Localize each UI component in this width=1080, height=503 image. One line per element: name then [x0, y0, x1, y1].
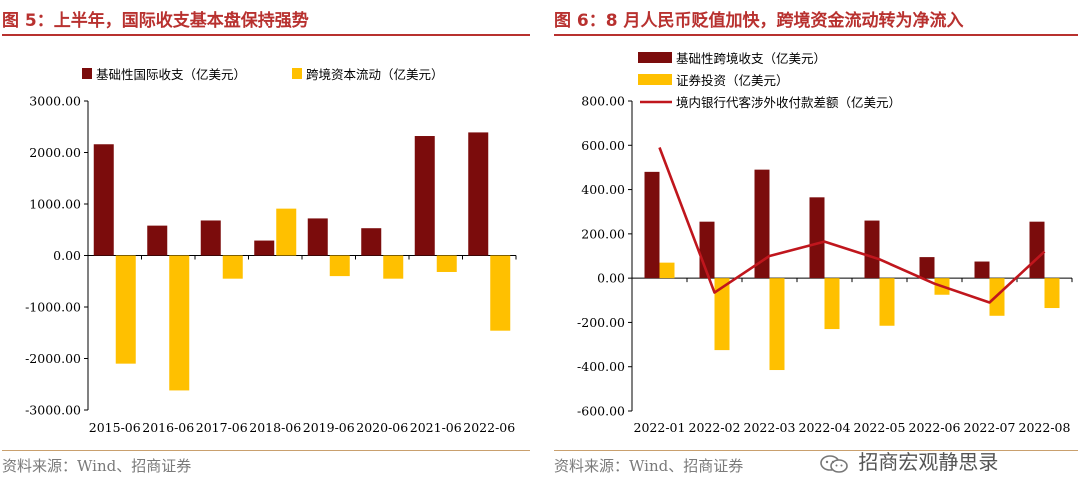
chart-2-legend-swatch	[638, 52, 672, 63]
chart-2-legend-label: 境内银行代客涉外收付款差额（亿美元）	[676, 95, 901, 110]
chart-1-bar-series-b	[490, 255, 511, 331]
chart-2-bar-series-a	[754, 169, 770, 279]
chart-2-line-series	[658, 147, 1046, 304]
chart-2-y-tick-label: -200.00	[577, 315, 625, 330]
right-source-note: 资料来源：Wind、招商证券	[554, 457, 744, 475]
chart-1-x-tick-label: 2018-06	[249, 420, 301, 435]
chart-1-bar-series-a	[200, 220, 221, 256]
left-panel: 图 5：上半年，国际收支基本盘保持强势 资料来源：Wind、招商证券	[2, 0, 530, 503]
chart-1-bar-series-b	[383, 255, 404, 279]
chart-2-bar-series-a	[1029, 221, 1045, 279]
chart-1-y-tick-label: 3000.00	[29, 94, 81, 109]
chart-1-legend-swatch	[82, 68, 92, 79]
chart-2-x-tick-label: 2022-01	[634, 420, 686, 435]
chart-1-y-tick-label: 2000.00	[29, 145, 81, 160]
chart-2-bar-series-a	[919, 257, 935, 279]
chart-1-x-tick-label: 2021-06	[410, 420, 462, 435]
chart-1-bar-series-b	[436, 255, 457, 272]
chart-1-bar-series-a	[254, 240, 275, 256]
chart-2-x-tick-label: 2022-02	[689, 420, 741, 435]
chart-2-y-tick-label: -400.00	[577, 359, 625, 374]
left-source-note: 资料来源：Wind、招商证券	[2, 457, 192, 475]
chart-1-x-tick-label: 2019-06	[303, 420, 355, 435]
chart-1-bar-series-b	[169, 255, 190, 391]
chart-2-bar-series-b	[769, 278, 785, 371]
chart-2-bar-series-b	[879, 278, 895, 326]
chart-2-legend-label: 证券投资（亿美元）	[676, 73, 789, 88]
chart-2-y-tick-label: -600.00	[577, 404, 625, 419]
chart-2-y-tick-label: 200.00	[581, 226, 625, 241]
chart-2-bar-series-a	[809, 197, 825, 279]
chart-1-bar-series-a	[414, 136, 435, 256]
chart-1-bar-series-a	[361, 228, 382, 256]
chart-1-legend-label: 跨境资本流动（亿美元）	[306, 67, 444, 82]
chart-2-y-tick-label: 800.00	[581, 94, 625, 109]
chart-1-bar-series-a	[468, 132, 489, 256]
chart-1-x-tick-label: 2017-06	[196, 420, 248, 435]
chart-2-legend-label: 基础性跨境收支（亿美元）	[676, 51, 826, 66]
chart-1-y-tick-label: 0.00	[53, 248, 81, 263]
chart-2-y-tick-label: 400.00	[581, 182, 625, 197]
chart-1-x-tick-label: 2022-06	[463, 420, 515, 435]
chart-2-bar-series-b	[714, 278, 730, 351]
chart-2-bar-series-b	[659, 262, 675, 279]
chart-1-bar-series-b	[222, 255, 243, 279]
chart-1-y-tick-label: -3000.00	[25, 403, 81, 418]
chart-1-y-tick-label: -1000.00	[25, 300, 81, 315]
right-source-rule	[554, 450, 1078, 451]
chart-2-x-tick-label: 2022-04	[799, 420, 851, 435]
chart-1-x-tick-label: 2020-06	[356, 420, 408, 435]
chart-2-x-tick-label: 2022-08	[1019, 420, 1071, 435]
chart-1-bar-series-a	[93, 144, 114, 256]
right-title-rule	[554, 34, 1078, 36]
left-title-rule	[2, 34, 530, 36]
chart-2-bar-series-b	[1044, 278, 1060, 309]
chart-1-bar-series-a	[307, 218, 328, 256]
watermark: 招商宏观静思录	[818, 446, 998, 475]
wechat-icon	[818, 454, 852, 474]
chart-1-bar-series-b	[329, 255, 350, 277]
chart-2-x-tick-label: 2022-06	[909, 420, 961, 435]
left-panel-title: 图 5：上半年，国际收支基本盘保持强势	[2, 11, 309, 31]
chart-1-x-tick-label: 2015-06	[89, 420, 141, 435]
chart-2-bar-series-a	[974, 261, 990, 279]
chart-2-legend-swatch	[638, 74, 672, 85]
chart-2-x-tick-label: 2022-03	[744, 420, 796, 435]
chart-2-bar-series-a	[864, 220, 880, 279]
chart-2-bar-series-b	[824, 278, 840, 330]
right-panel-title: 图 6：8 月人民币贬值加快，跨境资金流动转为净流入	[554, 11, 964, 31]
chart-1-y-tick-label: 1000.00	[29, 197, 81, 212]
chart-1-legend-label: 基础性国际收支（亿美元）	[96, 67, 246, 82]
chart-2-x-tick-label: 2022-07	[964, 420, 1016, 435]
chart-1-legend-swatch	[292, 68, 302, 79]
watermark-text: 招商宏观静思录	[858, 450, 999, 474]
chart-1-bar-series-b	[276, 208, 297, 256]
right-panel: 图 6：8 月人民币贬值加快，跨境资金流动转为净流入 资料来源：Wind、招商证…	[554, 0, 1078, 503]
chart-1-y-tick-label: -2000.00	[25, 351, 81, 366]
chart-2-y-tick-label: 0.00	[597, 271, 625, 286]
chart-2-x-tick-label: 2022-05	[854, 420, 906, 435]
left-source-rule	[2, 450, 530, 451]
chart-2-y-tick-label: 600.00	[581, 138, 625, 153]
chart-1-bar-series-a	[147, 225, 168, 256]
chart-1-x-tick-label: 2016-06	[142, 420, 194, 435]
chart-1-bar-series-b	[115, 255, 136, 364]
chart-2-bar-series-a	[644, 171, 660, 279]
